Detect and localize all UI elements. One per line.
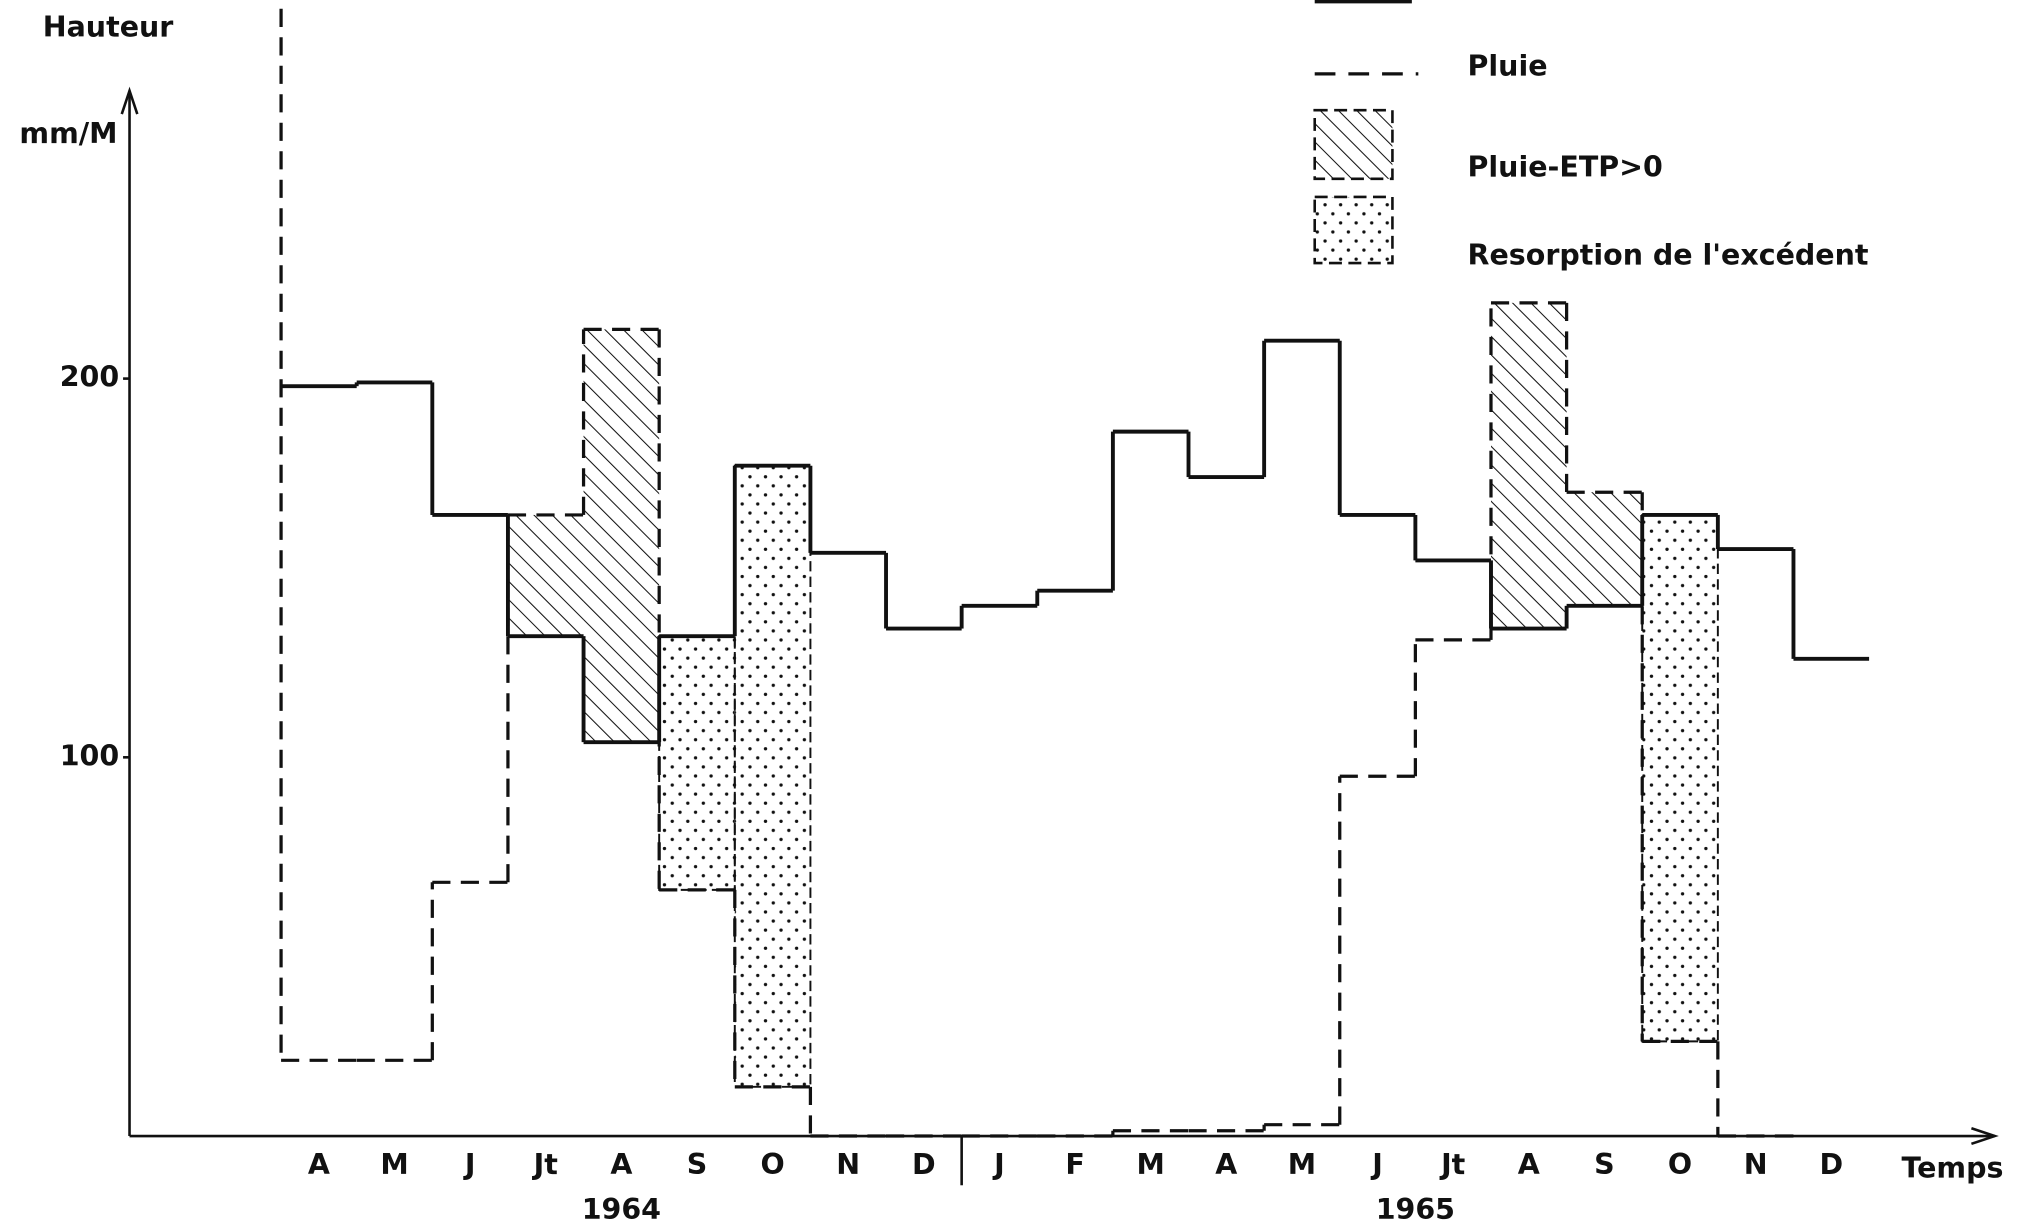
y-axis-unit: mm/M bbox=[19, 117, 117, 150]
x-tick-label: A bbox=[308, 1148, 330, 1181]
y-tick-label: 200 bbox=[60, 361, 119, 394]
x-tick-label: A bbox=[1215, 1148, 1237, 1181]
x-tick-label: M bbox=[1137, 1148, 1165, 1181]
legend-label: Pluie-ETP>0 bbox=[1468, 150, 1663, 183]
x-tick-label: J bbox=[463, 1148, 476, 1181]
x-tick-label: F bbox=[1065, 1148, 1084, 1181]
excess-area bbox=[1566, 492, 1643, 606]
x-tick-label: M bbox=[1288, 1148, 1316, 1181]
year-label: 1964 bbox=[582, 1193, 661, 1226]
y-tick-label: 100 bbox=[60, 739, 119, 772]
x-tick-label: N bbox=[836, 1148, 860, 1181]
excess-area bbox=[583, 329, 660, 743]
legend: Pluie Pluie-ETP>0 Resorption de l'excéde… bbox=[1313, 0, 1869, 272]
x-tick-label: A bbox=[1518, 1148, 1540, 1181]
resorption-area bbox=[1641, 513, 1719, 1043]
excess-area bbox=[1490, 302, 1567, 629]
x-tick-label: J bbox=[992, 1148, 1005, 1181]
x-tick-label: O bbox=[1668, 1148, 1692, 1181]
legend-hatch bbox=[1313, 108, 1394, 181]
legend-label: Resorption de l'excédent bbox=[1468, 239, 1869, 272]
x-tick-label: D bbox=[912, 1148, 936, 1181]
x-tick-label: Jt bbox=[1439, 1148, 1465, 1181]
legend-label: Pluie bbox=[1468, 49, 1548, 82]
excess-area bbox=[507, 514, 584, 637]
x-tick-label: M bbox=[380, 1148, 408, 1181]
legend-dots bbox=[1313, 195, 1394, 265]
x-tick-label: O bbox=[760, 1148, 784, 1181]
x-tick-label: J bbox=[1370, 1148, 1383, 1181]
x-axis-arrow bbox=[1971, 1127, 1999, 1146]
x-tick-label: N bbox=[1744, 1148, 1768, 1181]
x-tick-label: S bbox=[687, 1148, 708, 1181]
resorption-area bbox=[733, 464, 812, 1088]
resorption-area bbox=[658, 635, 736, 891]
y-axis-arrow bbox=[120, 86, 139, 115]
year-label: 1965 bbox=[1376, 1193, 1455, 1226]
x-tick-label: Jt bbox=[532, 1148, 558, 1181]
x-tick-label: S bbox=[1594, 1148, 1615, 1181]
x-axis-title: Temps bbox=[1901, 1152, 2003, 1185]
x-tick-label: A bbox=[610, 1148, 632, 1181]
x-tick-label: D bbox=[1819, 1148, 1843, 1181]
y-axis-title: Hauteur bbox=[43, 11, 174, 44]
